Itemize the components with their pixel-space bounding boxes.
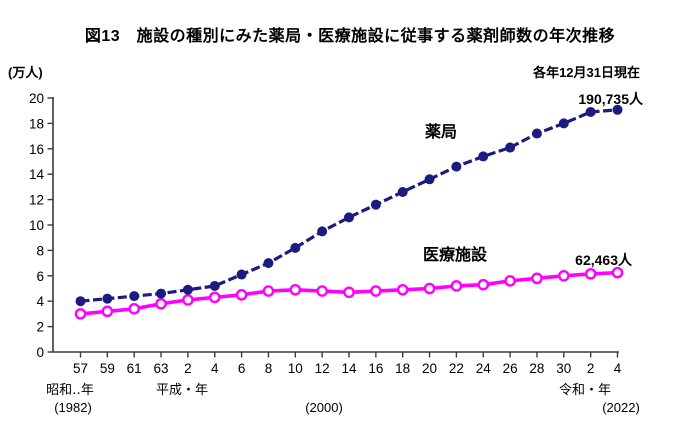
x-tick-label: 28: [529, 361, 544, 376]
data-point: [611, 266, 624, 279]
medical-facility-end-value-label: 62,463人: [575, 252, 633, 268]
data-point: [290, 242, 301, 253]
x-tick-label: 30: [556, 361, 571, 376]
era-year-2000: (2000): [305, 400, 343, 415]
as-of-date-note: 各年12月31日現在: [533, 65, 640, 80]
y-tick-label: 10: [29, 218, 44, 233]
chart-title: 図13 施設の種別にみた薬局・医療施設に従事する薬剤師数の年次推移: [84, 28, 616, 45]
x-tick-label: 22: [449, 361, 464, 376]
era-label-reiwa: 令和・年: [559, 382, 611, 397]
data-point: [75, 296, 86, 307]
x-tick-label: 2: [587, 361, 595, 376]
y-tick-label: 8: [36, 243, 44, 258]
x-tick-label: 20: [422, 361, 437, 376]
series-line-0: [80, 108, 618, 303]
y-tick-label: 20: [29, 91, 44, 106]
x-tick-label: 14: [341, 361, 357, 376]
x-tick-label: 59: [100, 361, 115, 376]
series-label-medical-facility: 医療施設: [423, 245, 488, 264]
y-tick-label: 14: [29, 167, 45, 182]
data-point: [101, 305, 114, 318]
data-point: [209, 280, 220, 291]
x-tick-label: 63: [154, 361, 169, 376]
era-label-showa: 昭和‥年: [46, 382, 94, 397]
data-point: [612, 104, 623, 115]
data-point: [102, 293, 113, 304]
data-point: [262, 285, 275, 297]
data-point: [289, 283, 302, 296]
data-point: [235, 289, 248, 301]
data-point: [584, 268, 597, 280]
x-tick-label: 4: [211, 361, 219, 376]
y-tick-label: 18: [29, 116, 44, 131]
data-point: [396, 283, 409, 296]
data-point: [74, 308, 87, 320]
data-point: [370, 285, 382, 297]
y-tick-label: 12: [29, 193, 44, 208]
x-tick-label: 18: [395, 361, 410, 376]
data-point: [129, 291, 140, 302]
data-point: [317, 226, 328, 237]
x-tick-label: 12: [315, 361, 330, 376]
data-point: [156, 288, 167, 299]
data-point: [316, 285, 328, 297]
data-point: [477, 278, 490, 291]
y-tick-label: 2: [36, 320, 44, 335]
x-tick-label: 2: [184, 361, 192, 376]
data-point: [531, 128, 542, 139]
data-point: [155, 297, 167, 310]
data-point: [208, 291, 221, 304]
data-point: [370, 199, 381, 210]
data-point: [397, 186, 408, 197]
x-tick-label: 10: [288, 361, 303, 376]
pharmacy-end-value-label: 190,735人: [578, 91, 644, 107]
era-year-2022: (2022): [602, 400, 640, 415]
data-point: [263, 258, 274, 269]
data-point: [531, 272, 543, 285]
data-point: [343, 286, 355, 299]
data-point: [585, 106, 596, 117]
data-point: [182, 294, 194, 306]
y-tick-label: 4: [36, 294, 44, 309]
x-tick-label: 61: [127, 361, 142, 376]
y-tick-label: 6: [36, 269, 44, 284]
y-tick-label: 16: [29, 142, 44, 157]
x-tick-label: 8: [265, 361, 273, 376]
data-point: [558, 118, 569, 129]
x-tick-label: 4: [614, 361, 622, 376]
x-tick-label: 26: [503, 361, 518, 376]
era-label-heisei: 平成・年: [156, 382, 208, 397]
data-point: [424, 174, 435, 185]
era-year-1982: (1982): [54, 400, 92, 415]
data-point: [504, 275, 516, 287]
series-label-pharmacy: 薬局: [424, 122, 457, 141]
data-point: [558, 269, 570, 282]
data-point: [236, 269, 247, 280]
data-point: [505, 142, 516, 153]
x-tick-label: 6: [238, 361, 246, 376]
data-point: [182, 284, 193, 295]
x-tick-label: 57: [73, 361, 88, 376]
data-point: [450, 280, 463, 292]
x-tick-label: 16: [368, 361, 383, 376]
data-point: [478, 151, 489, 162]
x-tick-label: 24: [476, 361, 492, 376]
data-point: [451, 161, 462, 172]
data-point: [344, 212, 354, 223]
data-point: [128, 303, 140, 315]
data-point: [423, 282, 436, 295]
y-axis-unit-label: (万人): [8, 65, 43, 80]
y-tick-label: 0: [36, 345, 44, 360]
